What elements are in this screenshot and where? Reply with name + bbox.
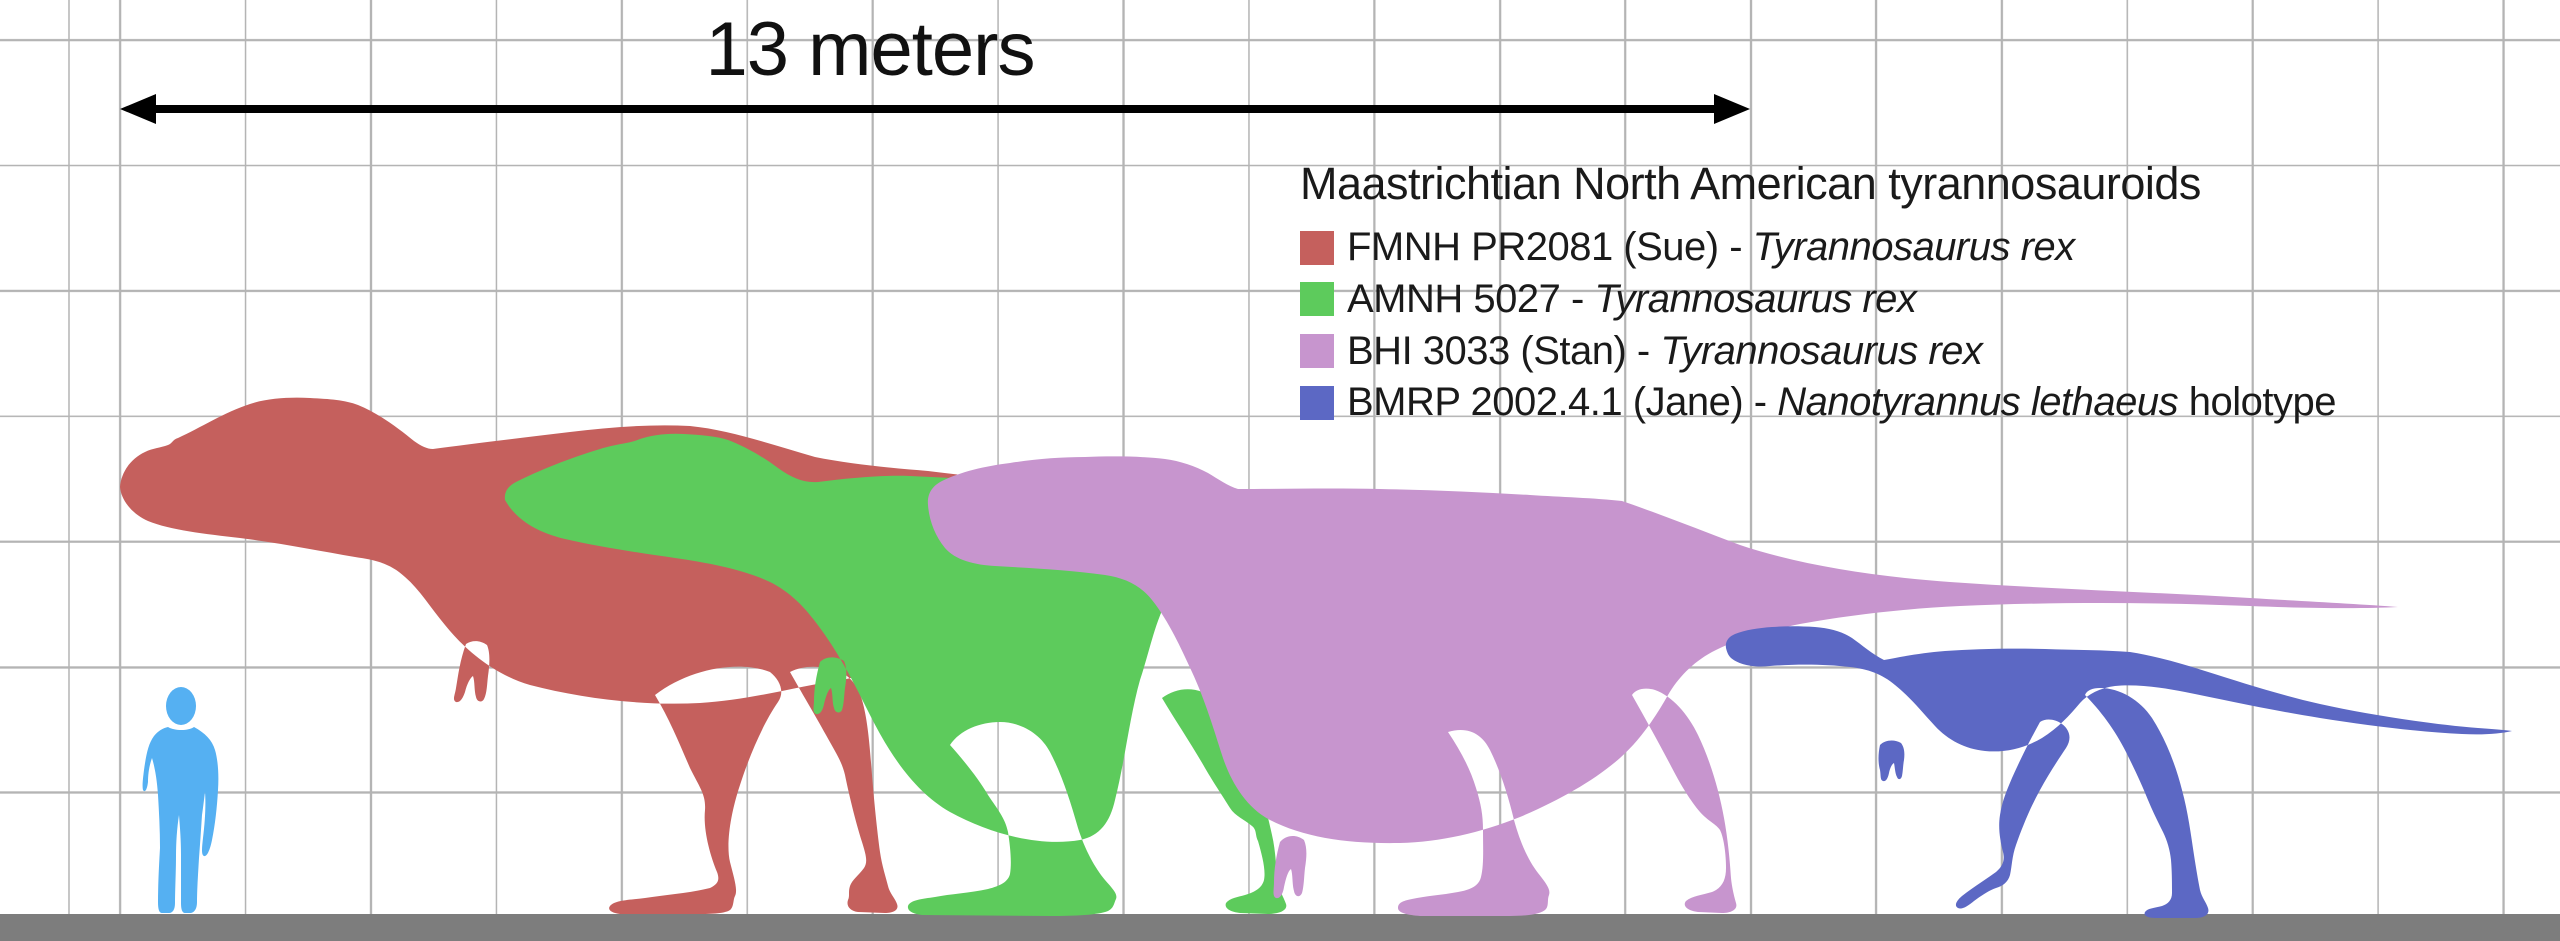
scale-arrow <box>120 94 1750 124</box>
legend-items: FMNH PR2081 (Sue) - Tyrannosaurus rex AM… <box>1300 222 2500 429</box>
specimen-label-jane: BMRP 2002.4.1 (Jane) - Nanotyrannus leth… <box>1347 380 2336 425</box>
legend-item-jane: BMRP 2002.4.1 (Jane) - Nanotyrannus leth… <box>1300 377 2500 429</box>
legend: Maastrichtian North American tyrannosaur… <box>1300 158 2500 429</box>
stan-silhouette <box>927 456 2398 916</box>
legend-item-amnh: AMNH 5027 - Tyrannosaurus rex <box>1300 273 2500 325</box>
color-swatch-amnh <box>1300 282 1334 317</box>
ground-bar <box>0 914 2560 941</box>
human-silhouette <box>142 687 219 913</box>
jane-silhouette <box>1725 626 2512 918</box>
specimen-label-amnh: AMNH 5027 - Tyrannosaurus rex <box>1347 276 1917 321</box>
legend-item-stan: BHI 3033 (Stan) - Tyrannosaurus rex <box>1300 325 2500 377</box>
specimen-label-sue: FMNH PR2081 (Sue) - Tyrannosaurus rex <box>1347 225 2075 270</box>
specimen-label-stan: BHI 3033 (Stan) - Tyrannosaurus rex <box>1347 328 1983 373</box>
color-swatch-jane <box>1300 385 1334 420</box>
color-swatch-sue <box>1300 230 1334 265</box>
color-swatch-stan <box>1300 334 1334 369</box>
legend-title: Maastrichtian North American tyrannosaur… <box>1300 158 2201 209</box>
scale-label: 13 meters <box>705 7 1036 92</box>
legend-item-sue: FMNH PR2081 (Sue) - Tyrannosaurus rex <box>1300 222 2500 274</box>
